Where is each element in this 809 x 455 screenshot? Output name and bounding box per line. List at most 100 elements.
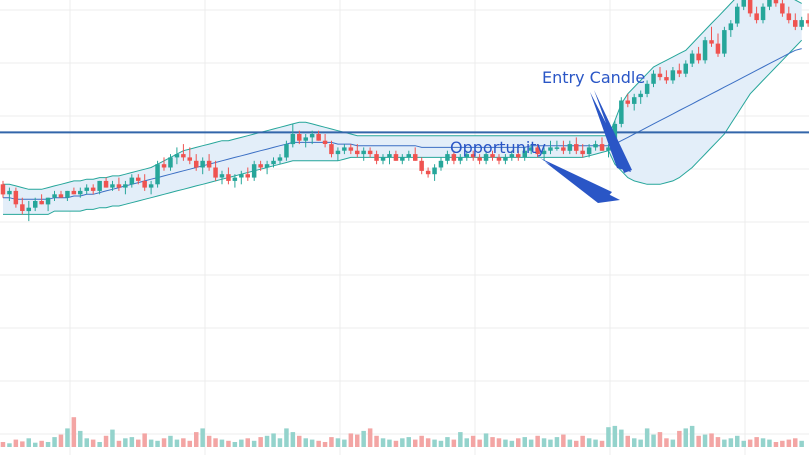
- candle[interactable]: [689, 50, 695, 67]
- candle[interactable]: [393, 150, 399, 161]
- candle[interactable]: [741, 0, 747, 11]
- candle[interactable]: [97, 180, 102, 195]
- candle[interactable]: [432, 164, 437, 181]
- candle[interactable]: [696, 46, 701, 64]
- candle[interactable]: [470, 150, 476, 161]
- candle[interactable]: [483, 150, 489, 165]
- candle[interactable]: [361, 147, 366, 161]
- candle[interactable]: [651, 70, 656, 88]
- candle[interactable]: [303, 134, 309, 148]
- candle[interactable]: [780, 0, 785, 17]
- candle[interactable]: [322, 134, 328, 148]
- candle[interactable]: [670, 67, 676, 84]
- candle[interactable]: [715, 33, 721, 57]
- candle[interactable]: [425, 167, 431, 178]
- candle[interactable]: [644, 80, 650, 98]
- candle[interactable]: [786, 6, 792, 24]
- candle[interactable]: [754, 6, 759, 24]
- candle[interactable]: [619, 97, 624, 128]
- candle[interactable]: [129, 174, 135, 188]
- candle[interactable]: [329, 140, 334, 158]
- candle[interactable]: [335, 147, 341, 161]
- candle[interactable]: [445, 150, 450, 165]
- candle[interactable]: [52, 190, 57, 201]
- candle[interactable]: [599, 137, 605, 151]
- candle[interactable]: [735, 3, 740, 27]
- candle[interactable]: [773, 0, 779, 7]
- candle[interactable]: [342, 144, 347, 155]
- candle[interactable]: [33, 197, 38, 212]
- candle[interactable]: [760, 3, 766, 24]
- candle[interactable]: [213, 160, 218, 181]
- candle[interactable]: [477, 154, 482, 165]
- candle[interactable]: [541, 147, 547, 161]
- candle[interactable]: [284, 140, 289, 161]
- candle[interactable]: [490, 150, 495, 161]
- candle[interactable]: [799, 16, 804, 31]
- candle[interactable]: [387, 150, 392, 165]
- candle[interactable]: [123, 180, 128, 195]
- candle[interactable]: [84, 184, 90, 195]
- candle[interactable]: [522, 147, 528, 161]
- candle[interactable]: [767, 0, 772, 11]
- candle[interactable]: [374, 150, 379, 165]
- candle[interactable]: [561, 140, 566, 155]
- candle[interactable]: [503, 154, 508, 165]
- candle[interactable]: [187, 147, 193, 165]
- candle[interactable]: [136, 174, 141, 185]
- candle[interactable]: [26, 201, 32, 222]
- candle[interactable]: [664, 70, 669, 84]
- candle[interactable]: [548, 140, 553, 155]
- candle[interactable]: [516, 150, 521, 161]
- candle[interactable]: [677, 63, 682, 78]
- candle[interactable]: [464, 150, 470, 161]
- candle[interactable]: [458, 154, 463, 165]
- candle[interactable]: [348, 144, 354, 155]
- candle[interactable]: [638, 90, 643, 104]
- candle[interactable]: [219, 170, 225, 185]
- candle[interactable]: [155, 160, 160, 188]
- candle[interactable]: [367, 147, 373, 158]
- candle[interactable]: [39, 194, 44, 205]
- candle[interactable]: [496, 154, 502, 165]
- candle[interactable]: [419, 157, 424, 175]
- candle[interactable]: [593, 140, 598, 151]
- candle[interactable]: [239, 170, 244, 185]
- candle[interactable]: [20, 197, 25, 215]
- candle[interactable]: [194, 154, 199, 171]
- candle[interactable]: [142, 174, 147, 191]
- candle[interactable]: [65, 190, 70, 201]
- candle[interactable]: [683, 60, 689, 78]
- candle[interactable]: [277, 154, 283, 165]
- candle[interactable]: [271, 157, 276, 168]
- candle[interactable]: [702, 36, 708, 64]
- candle[interactable]: [657, 67, 663, 81]
- candle[interactable]: [355, 144, 360, 158]
- candle[interactable]: [71, 187, 77, 195]
- candle[interactable]: [290, 123, 296, 148]
- candle[interactable]: [206, 154, 212, 171]
- candle[interactable]: [226, 167, 231, 185]
- candle[interactable]: [297, 130, 302, 145]
- candle[interactable]: [0, 180, 6, 198]
- candle[interactable]: [161, 157, 167, 171]
- candle[interactable]: [110, 180, 115, 191]
- candle[interactable]: [316, 130, 321, 141]
- candle[interactable]: [245, 167, 251, 181]
- candle[interactable]: [58, 190, 64, 198]
- candle[interactable]: [728, 20, 734, 37]
- candle[interactable]: [438, 157, 444, 171]
- candle[interactable]: [45, 197, 51, 212]
- candle[interactable]: [632, 93, 637, 111]
- candle[interactable]: [554, 140, 560, 151]
- candle[interactable]: [148, 180, 154, 195]
- candle[interactable]: [90, 184, 96, 195]
- candle[interactable]: [709, 26, 714, 47]
- candle[interactable]: [264, 160, 270, 175]
- candle[interactable]: [625, 93, 631, 108]
- candle[interactable]: [451, 150, 457, 165]
- candle[interactable]: [606, 144, 611, 158]
- candle[interactable]: [116, 177, 122, 191]
- candle[interactable]: [574, 137, 579, 155]
- candle[interactable]: [528, 144, 534, 155]
